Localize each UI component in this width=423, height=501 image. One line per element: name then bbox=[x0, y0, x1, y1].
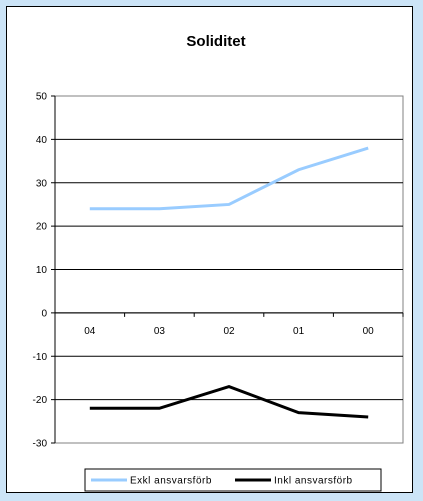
y-tick-label: -20 bbox=[33, 395, 48, 406]
gridlines bbox=[55, 138, 403, 401]
y-tick-label: -10 bbox=[33, 352, 48, 363]
x-tick-label: 04 bbox=[84, 326, 96, 337]
y-axis: -30 -20 -10 0 10 20 30 40 50 bbox=[33, 92, 56, 450]
series-lines bbox=[89, 146, 369, 419]
legend-box bbox=[84, 468, 382, 492]
legend-label: Inkl ansvarsförb bbox=[274, 476, 353, 487]
series-line-inkl bbox=[89, 385, 369, 419]
x-tick-label: 01 bbox=[293, 326, 305, 337]
series-line-exkl bbox=[89, 146, 369, 211]
x-axis: 04 03 02 01 00 bbox=[54, 312, 404, 337]
x-tick-label: 02 bbox=[223, 326, 235, 337]
x-tick-label: 00 bbox=[363, 326, 375, 337]
y-tick-label: 20 bbox=[36, 222, 48, 233]
x-tick-label: 03 bbox=[154, 326, 166, 337]
legend: Exkl ansvarsförb Inkl ansvarsförb bbox=[84, 468, 382, 492]
y-tick-label: 40 bbox=[36, 135, 48, 146]
y-tick-label: 50 bbox=[36, 92, 48, 103]
y-tick-label: 0 bbox=[41, 308, 47, 319]
chart-title: Soliditet bbox=[186, 33, 245, 50]
chart-frame: Soliditet -30 -20 -10 0 10 20 30 40 50 04 03 02 01 0… bbox=[6, 6, 413, 493]
legend-label: Exkl ansvarsförb bbox=[130, 476, 212, 487]
y-tick-label: -30 bbox=[33, 439, 48, 450]
y-tick-label: 10 bbox=[36, 265, 48, 276]
y-tick-label: 30 bbox=[36, 178, 48, 189]
